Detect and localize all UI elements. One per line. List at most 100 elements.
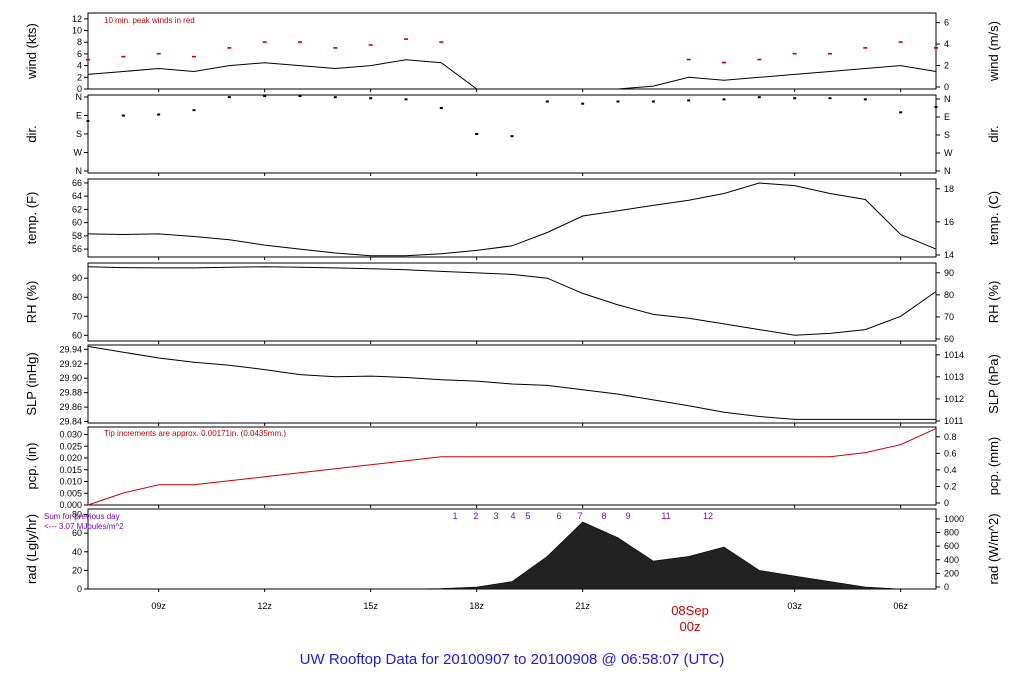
y-right-tick-label: 4	[944, 39, 949, 49]
y-axis-label: dir.	[24, 125, 39, 142]
x-tick-label: 03z	[787, 601, 802, 611]
peak-wind-mark	[898, 41, 903, 43]
dir-point	[439, 107, 443, 109]
y-right-tick-label: 1000	[944, 514, 964, 524]
dir-point	[722, 98, 726, 101]
y-right-tick-label: 1012	[944, 394, 964, 404]
x-tick-label: 15z	[363, 601, 378, 611]
y-tick-label: 56	[72, 244, 82, 254]
peak-wind-mark	[757, 58, 762, 61]
x-tick-label: 09z	[151, 601, 166, 611]
hour-mark: 3	[493, 511, 498, 521]
y-right-tick-label: E	[944, 112, 950, 122]
hour-mark: 9	[625, 511, 630, 521]
y-right-tick-label: 14	[944, 250, 954, 260]
x-tick-label: 12z	[257, 601, 272, 611]
peak-wind-mark	[333, 47, 338, 49]
y-tick-label: 40	[72, 547, 82, 557]
y-right-tick-label: N	[944, 166, 951, 176]
y-tick-label: 29.84	[59, 417, 82, 427]
y-tick-label: 8	[77, 37, 82, 47]
y-right-axis-label: wind (m/s)	[986, 21, 1001, 82]
hour-mark: 6	[556, 511, 561, 521]
y-tick-label: 20	[72, 565, 82, 575]
peak-wind-mark	[227, 47, 232, 49]
y-right-tick-label: 0	[944, 498, 949, 508]
y-right-axis-label: rad (W/m^2)	[986, 513, 1001, 584]
peak-wind-mark	[439, 41, 444, 43]
x-tick-label: 21z	[575, 601, 590, 611]
y-right-axis-label: dir.	[986, 125, 1001, 142]
peak-wind-mark	[121, 55, 126, 58]
dir-point	[298, 95, 302, 98]
peak-wind-mark	[792, 52, 797, 55]
y-right-tick-label: 200	[944, 568, 959, 578]
peak-wind-mark	[156, 52, 161, 55]
x-tick-label: 18z	[469, 601, 484, 611]
series-line	[87, 266, 937, 336]
y-right-tick-label: 0.4	[944, 465, 957, 475]
dir-point	[86, 120, 90, 122]
wind-note: 10 min. peak winds in red	[104, 16, 195, 25]
y-axis-label: wind (kts)	[24, 23, 39, 80]
y-tick-label: 60	[72, 528, 82, 538]
y-right-tick-label: 0.8	[944, 432, 957, 442]
date-sub-label: 00z	[680, 619, 701, 634]
peak-wind-mark	[863, 47, 868, 49]
y-right-tick-label: 800	[944, 528, 959, 538]
y-tick-label: 29.88	[59, 388, 82, 398]
peak-wind-mark	[86, 58, 90, 61]
dir-point	[828, 97, 832, 100]
dir-point	[863, 98, 867, 101]
y-tick-label: 70	[72, 311, 82, 321]
dir-point	[263, 95, 267, 98]
series-line	[87, 345, 936, 420]
dir-point	[899, 111, 903, 114]
y-tick-label: 10	[72, 26, 82, 36]
y-tick-label: 80	[72, 292, 82, 302]
panel-frame	[87, 94, 937, 174]
y-right-axis-label: RH (%)	[986, 281, 1001, 324]
y-right-axis-label: temp. (C)	[986, 191, 1001, 245]
y-right-axis-label: pcp. (mm)	[986, 437, 1001, 496]
y-tick-label: N	[76, 92, 83, 102]
y-tick-label: 29.94	[59, 344, 82, 354]
y-axis-label: rad (Lgly/hr)	[24, 514, 39, 584]
rad-note-1: Sum for previous day	[44, 512, 120, 521]
y-right-tick-label: 0.2	[944, 481, 957, 491]
y-right-tick-label: W	[944, 148, 953, 158]
peak-wind-mark	[192, 55, 196, 58]
y-tick-label: 90	[72, 273, 82, 283]
dir-point	[793, 97, 797, 100]
peak-wind-mark	[686, 58, 691, 61]
dir-point	[687, 99, 691, 102]
chart-title: UW Rooftop Data for 20100907 to 20100908…	[299, 651, 725, 668]
panel-frame	[87, 178, 937, 258]
y-right-tick-label: 2	[944, 61, 949, 71]
y-tick-label: 6	[77, 49, 82, 59]
y-tick-label: S	[76, 129, 82, 139]
y-tick-label: 60	[72, 330, 82, 340]
peak-wind-mark	[722, 61, 726, 64]
dir-point	[510, 135, 514, 138]
y-right-tick-label: 1011	[944, 416, 963, 426]
peak-wind-mark	[404, 38, 408, 40]
y-tick-label: 12	[72, 14, 82, 24]
dir-point	[333, 96, 337, 99]
y-tick-label: 0.025	[59, 441, 82, 451]
dir-point	[227, 96, 231, 99]
y-tick-label: 0.010	[59, 477, 82, 487]
dir-point	[121, 114, 125, 117]
y-tick-label: N	[76, 166, 83, 176]
y-tick-label: 0	[77, 584, 82, 594]
hour-mark: 8	[601, 511, 606, 521]
y-tick-label: 29.86	[59, 402, 82, 412]
peak-wind-mark	[298, 41, 302, 43]
dir-point	[545, 100, 549, 103]
y-tick-label: 66	[72, 178, 82, 188]
hour-mark: 2	[473, 511, 478, 521]
radiation-area	[88, 521, 936, 590]
y-right-tick-label: 0	[944, 582, 949, 592]
y-tick-label: 0.000	[59, 500, 82, 510]
